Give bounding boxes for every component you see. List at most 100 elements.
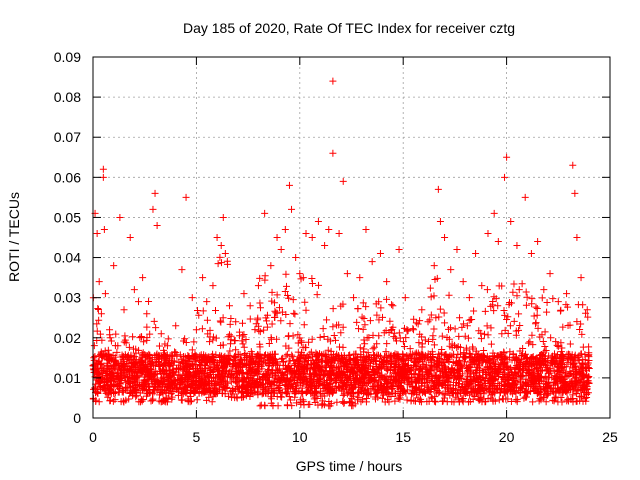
data-point-peak (149, 205, 157, 213)
data-point (463, 322, 471, 330)
data-point (95, 367, 103, 375)
data-point (111, 356, 119, 364)
data-point (135, 363, 143, 371)
data-point-peak (95, 278, 103, 286)
data-point (214, 387, 222, 395)
data-point (114, 369, 122, 377)
data-point (458, 323, 466, 331)
data-point (125, 395, 133, 403)
data-point (209, 333, 217, 341)
data-point (532, 303, 540, 311)
data-point-peak (478, 282, 486, 290)
data-point (209, 356, 217, 364)
data-point-peak (569, 161, 577, 169)
data-point (418, 340, 426, 348)
data-point (209, 384, 217, 392)
data-point (257, 353, 265, 361)
data-point (284, 332, 292, 340)
data-point (120, 357, 128, 365)
data-point (313, 291, 321, 299)
data-point-peak (93, 229, 101, 237)
data-point (131, 383, 139, 391)
data-point (255, 370, 263, 378)
data-point (290, 309, 298, 317)
data-point-peak (314, 217, 322, 225)
data-point-peak (356, 274, 364, 282)
data-point (213, 373, 221, 381)
data-point (329, 305, 337, 313)
data-point (301, 298, 309, 306)
data-point (164, 335, 172, 343)
data-point (122, 383, 130, 391)
grid (93, 57, 610, 418)
data-point (547, 334, 555, 342)
data-point-peak (430, 262, 438, 270)
data-point (311, 398, 319, 406)
data-point (331, 336, 339, 344)
data-point-peak (521, 193, 529, 201)
data-point (156, 380, 164, 388)
data-point-peak (281, 225, 289, 233)
data-point (263, 317, 271, 325)
data-point (144, 389, 152, 397)
data-point-peak (134, 298, 142, 306)
data-point (200, 351, 208, 359)
data-point (530, 312, 538, 320)
data-point (501, 326, 509, 334)
data-point (296, 367, 304, 375)
data-point (197, 358, 205, 366)
data-point (426, 284, 434, 292)
data-point (198, 370, 206, 378)
data-point (481, 307, 489, 315)
data-point (296, 353, 304, 361)
data-point (311, 363, 319, 371)
data-point (498, 330, 506, 338)
data-point (440, 309, 448, 317)
y-tick-label: 0.01 (54, 370, 81, 386)
data-point (311, 370, 319, 378)
data-point-peak (339, 177, 347, 185)
data-point (242, 354, 250, 362)
data-point (146, 365, 154, 373)
data-point-peak (447, 266, 455, 274)
data-point (171, 348, 179, 356)
data-point (106, 387, 114, 395)
data-point (291, 389, 299, 397)
data-point (323, 377, 331, 385)
data-point (129, 374, 137, 382)
data-point (182, 375, 190, 383)
data-point (157, 389, 165, 397)
data-point (345, 384, 353, 392)
data-point (348, 399, 356, 407)
data-point (304, 356, 312, 364)
data-point (132, 356, 140, 364)
data-point (272, 366, 280, 374)
data-point (145, 298, 153, 306)
data-point (308, 389, 316, 397)
data-point-peak (383, 278, 391, 286)
data-point (108, 364, 116, 372)
data-point (557, 306, 565, 314)
data-point (272, 309, 280, 317)
data-point (329, 323, 337, 331)
data-point (313, 395, 321, 403)
data-point (197, 374, 205, 382)
data-point (223, 367, 231, 375)
data-point (148, 376, 156, 384)
data-point-peak (494, 238, 502, 246)
data-point-peak (534, 238, 542, 246)
data-point (137, 367, 145, 375)
data-point-peak (343, 270, 351, 278)
data-point (177, 384, 185, 392)
data-point (510, 280, 518, 288)
data-point (128, 359, 136, 367)
data-point (111, 396, 119, 404)
data-point (277, 393, 285, 401)
data-point (506, 322, 514, 330)
data-point (279, 361, 287, 369)
data-point (150, 317, 158, 325)
data-point (266, 353, 274, 361)
data-point (297, 337, 305, 345)
data-point (144, 368, 152, 376)
data-point (421, 336, 429, 344)
